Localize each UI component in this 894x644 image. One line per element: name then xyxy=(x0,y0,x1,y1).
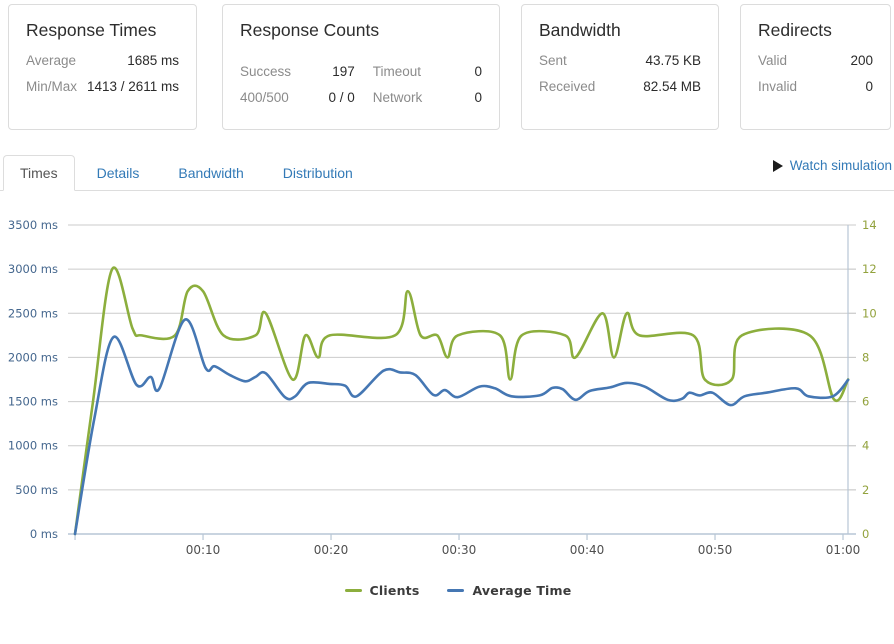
y-axis-right-tick-label: 0 xyxy=(862,527,869,541)
chart-tab-bar: Times Details Bandwidth Distribution xyxy=(0,155,894,191)
legend-swatch-clients xyxy=(344,589,362,592)
y-axis-left-tick-label: 0 ms xyxy=(30,527,58,541)
stat-label: 400/500 xyxy=(240,90,289,105)
x-axis-tick-label: 00:30 xyxy=(442,543,477,557)
response-counts-columns: Success 197 400/500 0 / 0 Timeout 0 Netw… xyxy=(240,53,482,105)
response-counts-card: Response Counts Success 197 400/500 0 / … xyxy=(222,4,500,130)
y-axis-right-tick-label: 14 xyxy=(862,218,877,232)
stat-value: 0 xyxy=(474,64,482,79)
y-axis-left-tick-label: 3000 ms xyxy=(8,262,58,276)
tab-details[interactable]: Details xyxy=(96,165,140,181)
stat-row-success: Success 197 xyxy=(240,64,355,79)
stat-label: Valid xyxy=(758,53,788,68)
y-axis-left-tick-label: 1500 ms xyxy=(8,395,58,409)
response-counts-left-column: Success 197 400/500 0 / 0 xyxy=(240,53,355,105)
stat-label: Min/Max xyxy=(26,79,78,94)
card-title: Bandwidth xyxy=(539,20,621,40)
y-axis-right-tick-label: 2 xyxy=(862,483,869,497)
stat-row-valid: Valid 200 xyxy=(758,53,873,68)
response-times-card: Response Times Average 1685 ms Min/Max 1… xyxy=(8,4,197,130)
stat-label: Success xyxy=(240,64,292,79)
stat-row-network: Network 0 xyxy=(373,90,482,105)
y-axis-left-tick-label: 500 ms xyxy=(15,483,58,497)
stat-value: 0 / 0 xyxy=(328,90,355,105)
stat-value: 197 xyxy=(332,64,355,79)
legend-item-clients[interactable]: Clients xyxy=(344,583,420,598)
y-axis-right-tick-label: 4 xyxy=(862,439,869,453)
y-axis-left-tick-label: 1000 ms xyxy=(8,439,58,453)
stat-row-400-500: 400/500 0 / 0 xyxy=(240,90,355,105)
stat-label: Timeout xyxy=(372,64,421,79)
average-time-line xyxy=(73,318,850,536)
stat-value: 1685 ms xyxy=(127,53,179,68)
stat-row-timeout: Timeout 0 xyxy=(373,64,482,79)
legend-label: Clients xyxy=(369,583,420,598)
stat-row-average: Average 1685 ms xyxy=(26,53,179,68)
y-axis-right-tick-label: 8 xyxy=(862,350,869,364)
watch-simulation-link[interactable]: Watch simulation xyxy=(772,158,892,173)
times-chart: 0 ms 500 ms 1000 ms 1500 ms 2000 ms 2500 ms 30… xyxy=(0,205,894,577)
y-axis-right-tick-label: 10 xyxy=(862,306,877,320)
y-axis-left-tick-label: 2500 ms xyxy=(8,306,58,320)
y-axis-left-tick-label: 2000 ms xyxy=(8,350,58,364)
stat-row-invalid: Invalid 0 xyxy=(758,79,873,94)
bandwidth-card: Bandwidth Sent 43.75 KB Received 82.54 M… xyxy=(521,4,719,130)
x-axis-tick-label: 00:50 xyxy=(698,543,733,557)
chart-legend: Clients Average Time xyxy=(68,583,848,598)
play-icon xyxy=(772,159,783,172)
y-axis-right-tick-label: 6 xyxy=(862,395,869,409)
card-title: Redirects xyxy=(758,20,832,40)
tab-bandwidth[interactable]: Bandwidth xyxy=(178,165,244,181)
stat-row-sent: Sent 43.75 KB xyxy=(539,53,701,68)
x-axis-tick-label: 00:10 xyxy=(186,543,221,557)
stat-value: 0 xyxy=(474,90,482,105)
response-counts-right-column: Timeout 0 Network 0 xyxy=(373,53,482,105)
card-title: Response Times xyxy=(26,20,157,40)
clients-line xyxy=(73,266,850,536)
legend-label: Average Time xyxy=(472,583,572,598)
stat-value: 82.54 MB xyxy=(643,79,701,94)
stat-value: 43.75 KB xyxy=(645,53,701,68)
stat-label: Average xyxy=(26,53,77,68)
watch-simulation-label: Watch simulation xyxy=(789,158,892,173)
redirects-card: Redirects Valid 200 Invalid 0 xyxy=(740,4,891,130)
stat-label: Network xyxy=(372,90,423,105)
stat-value: 0 xyxy=(865,79,873,94)
x-axis-tick-label: 00:20 xyxy=(314,543,349,557)
y-axis-left-tick-label: 3500 ms xyxy=(8,218,58,232)
legend-swatch-average-time xyxy=(447,589,465,592)
times-chart-svg: 0 ms 500 ms 1000 ms 1500 ms 2000 ms 2500 ms 30… xyxy=(8,218,877,557)
stat-value: 1413 / 2611 ms xyxy=(86,79,179,94)
stat-value: 200 xyxy=(850,53,873,68)
stat-row-received: Received 82.54 MB xyxy=(539,79,701,94)
stat-label: Sent xyxy=(539,53,567,68)
stat-row-minmax: Min/Max 1413 / 2611 ms xyxy=(26,79,179,94)
card-title: Response Counts xyxy=(240,20,380,40)
x-axis-tick-label: 00:40 xyxy=(570,543,605,557)
x-axis-tick-label: 01:00 xyxy=(826,543,861,557)
y-axis-right-tick-label: 12 xyxy=(862,262,877,276)
stat-label: Invalid xyxy=(758,79,798,94)
stat-label: Received xyxy=(539,79,596,94)
legend-item-average-time[interactable]: Average Time xyxy=(447,583,571,598)
tab-times[interactable]: Times xyxy=(3,155,75,191)
tab-distribution[interactable]: Distribution xyxy=(282,165,353,181)
